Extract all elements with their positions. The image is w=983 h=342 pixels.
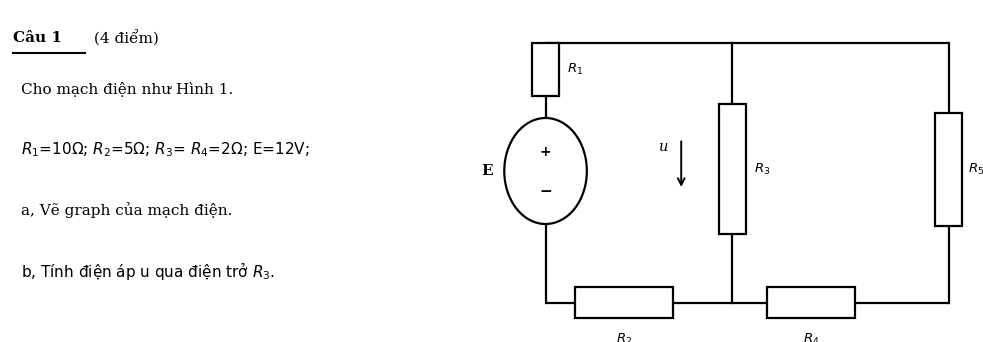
Text: (4 điểm): (4 điểm) <box>89 31 159 47</box>
FancyBboxPatch shape <box>575 287 673 318</box>
Text: Cho mạch điện như Hình 1.: Cho mạch điện như Hình 1. <box>21 82 233 97</box>
Text: $R_1$: $R_1$ <box>567 62 583 77</box>
Text: u: u <box>659 140 668 154</box>
Text: $R_1$=10Ω; $R_2$=5Ω; $R_3$= $R_4$=2Ω; E=12V;: $R_1$=10Ω; $R_2$=5Ω; $R_3$= $R_4$=2Ω; E=… <box>21 140 310 159</box>
Text: $R_4$: $R_4$ <box>803 332 819 342</box>
Text: $R_5$: $R_5$ <box>968 162 983 177</box>
FancyBboxPatch shape <box>532 43 559 96</box>
Text: Câu 1: Câu 1 <box>13 31 62 45</box>
FancyBboxPatch shape <box>935 113 962 226</box>
FancyBboxPatch shape <box>767 287 855 318</box>
Ellipse shape <box>504 118 587 224</box>
Text: $R_3$: $R_3$ <box>754 162 771 177</box>
Text: $R_2$: $R_2$ <box>616 332 632 342</box>
Text: a, Vẽ graph của mạch điện.: a, Vẽ graph của mạch điện. <box>21 202 232 218</box>
Text: b, Tính điện áp u qua điện trở $R_3$.: b, Tính điện áp u qua điện trở $R_3$. <box>21 260 275 282</box>
Text: E: E <box>481 164 492 178</box>
FancyBboxPatch shape <box>719 104 746 234</box>
Text: +: + <box>540 145 551 159</box>
Text: −: − <box>540 184 551 199</box>
